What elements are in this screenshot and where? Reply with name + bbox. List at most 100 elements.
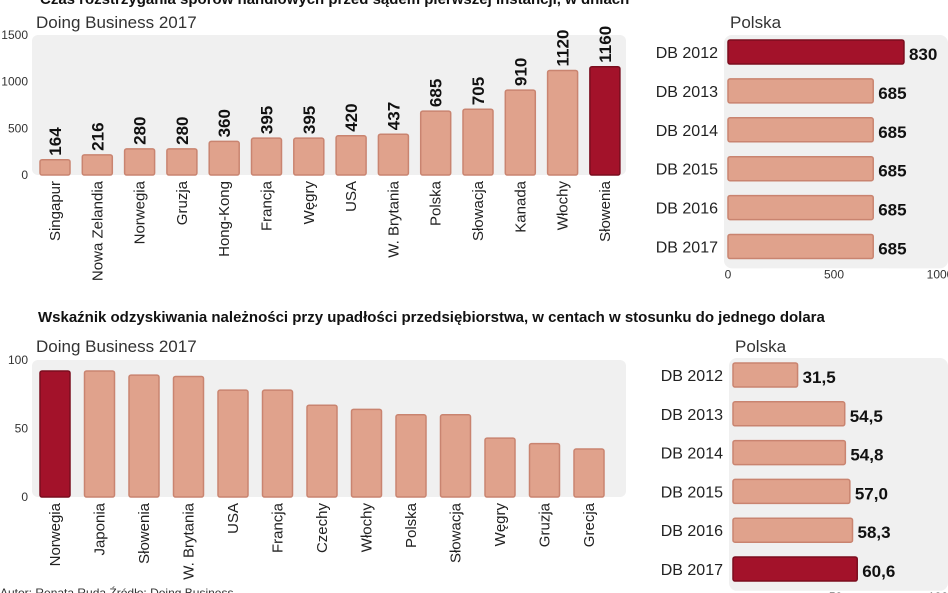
plot-background <box>32 35 626 175</box>
x-tick-label: Francja <box>270 502 287 553</box>
y-tick-label: 100 <box>8 353 28 367</box>
x-tick-label: Francja <box>259 180 276 231</box>
row-label: DB 2015 <box>656 162 718 179</box>
bar-DB 2015 <box>727 155 874 182</box>
data-label: 830 <box>909 45 937 64</box>
bar-Słowacja <box>462 108 494 176</box>
x-tick-label: Węgry <box>492 503 509 547</box>
data-label: 437 <box>384 102 403 130</box>
bar-Słowacja <box>439 414 472 498</box>
bar-DB 2014 <box>727 117 874 143</box>
x-tick-label: Norwegia <box>132 180 149 244</box>
data-label: 420 <box>342 103 361 131</box>
data-label: 31,5 <box>803 368 836 387</box>
row-label: DB 2013 <box>656 84 718 101</box>
x-tick-label: Węgry <box>301 181 318 225</box>
chart-1-subtitle: Doing Business 2017 <box>36 13 197 32</box>
data-label: 280 <box>131 116 150 144</box>
bar-DB 2012 <box>732 362 799 388</box>
data-label: 60,6 <box>862 562 895 581</box>
bar-Norwegia <box>123 148 156 176</box>
bar-Singapur <box>39 158 71 176</box>
data-label: 705 <box>469 77 488 105</box>
y-tick-label: 1500 <box>1 28 28 42</box>
bar-USA <box>217 389 249 498</box>
x-tick-label: 500 <box>824 268 844 282</box>
bar-Kanada <box>504 89 537 176</box>
bar-Francja <box>261 389 294 498</box>
x-tick-label: Hong-Kong <box>216 181 233 257</box>
bar-Włochy <box>546 69 579 176</box>
bar-Norwegia <box>39 370 71 498</box>
row-label: DB 2016 <box>656 201 718 218</box>
bar-Hong-Kong <box>208 140 240 176</box>
row-label: DB 2012 <box>661 368 723 385</box>
data-label: 685 <box>427 79 446 107</box>
bar-Gruzja <box>166 148 198 176</box>
y-tick-label: 0 <box>21 168 28 182</box>
bar-Nowa Zelandia <box>81 154 114 176</box>
bar-DB 2015 <box>732 478 851 505</box>
data-label: 1160 <box>596 26 615 63</box>
x-tick-label: Słowenia <box>136 502 153 564</box>
x-tick-label: Włochy <box>359 503 376 553</box>
data-label: 685 <box>878 123 906 142</box>
data-label: 57,0 <box>855 484 888 503</box>
x-tick-label: USA <box>225 503 242 534</box>
data-label: 216 <box>88 122 107 150</box>
x-tick-label: Polska <box>428 180 445 226</box>
y-tick-label: 1000 <box>1 75 28 89</box>
bar-W. Brytania <box>377 133 410 176</box>
chart-3-title: Wskaźnik odzyskiwania należności przy up… <box>38 309 826 326</box>
row-label: DB 2012 <box>656 45 718 62</box>
x-tick-label: Gruzja <box>537 502 554 547</box>
row-label: DB 2017 <box>661 562 723 579</box>
bar-Węgry <box>484 437 516 498</box>
x-tick-label: Polska <box>403 502 420 548</box>
bar-DB 2016 <box>727 194 874 221</box>
data-label: 685 <box>878 84 906 103</box>
x-tick-label: Czechy <box>314 503 331 554</box>
data-label: 360 <box>215 109 234 137</box>
bar-DB 2017 <box>727 233 874 260</box>
data-label: 58,3 <box>858 523 891 542</box>
x-tick-label: W. Brytania <box>181 502 198 579</box>
y-tick-label: 0 <box>21 490 28 504</box>
data-label: 685 <box>878 240 906 259</box>
x-tick-label: 0 <box>725 268 732 282</box>
bar-Francja <box>250 137 283 176</box>
data-label: 1120 <box>554 30 573 67</box>
row-label: DB 2017 <box>656 240 718 257</box>
row-label: DB 2015 <box>661 484 723 501</box>
bar-DB 2013 <box>727 78 874 104</box>
x-tick-label: Włochy <box>555 181 572 231</box>
x-tick-label: Słowenia <box>597 180 614 242</box>
data-label: 395 <box>300 106 319 134</box>
x-tick-label: Japonia <box>92 502 109 555</box>
bar-Japonia <box>83 370 116 498</box>
chart-1-title: Czas rozstrzygania sporów handlowych prz… <box>40 0 629 8</box>
chart-3-subtitle: Doing Business 2017 <box>36 337 197 356</box>
y-tick-label: 50 <box>15 422 29 436</box>
x-tick-label: Norwegia <box>47 502 64 566</box>
bar-Włochy <box>350 408 383 498</box>
x-tick-label: USA <box>343 181 360 212</box>
data-label: 54,5 <box>850 407 883 426</box>
bar-Gruzja <box>528 442 561 498</box>
bar-Polska <box>395 414 427 498</box>
bar-DB 2014 <box>732 439 847 466</box>
footer-source: Autor: Renata Ruda Źródło: Doing Busines… <box>0 585 233 593</box>
data-label: 685 <box>878 201 906 220</box>
x-tick-label: Słowacja <box>448 502 465 563</box>
bar-W. Brytania <box>172 375 205 498</box>
data-label: 54,8 <box>850 446 883 465</box>
data-label: 685 <box>878 162 906 181</box>
plot-background <box>729 358 948 591</box>
chart-2-subtitle: Polska <box>730 13 782 32</box>
data-label: 395 <box>258 106 277 134</box>
row-label: DB 2014 <box>661 446 723 463</box>
bar-Czechy <box>306 404 338 498</box>
x-tick-label: 100 <box>928 590 948 593</box>
bar-Węgry <box>293 137 325 176</box>
